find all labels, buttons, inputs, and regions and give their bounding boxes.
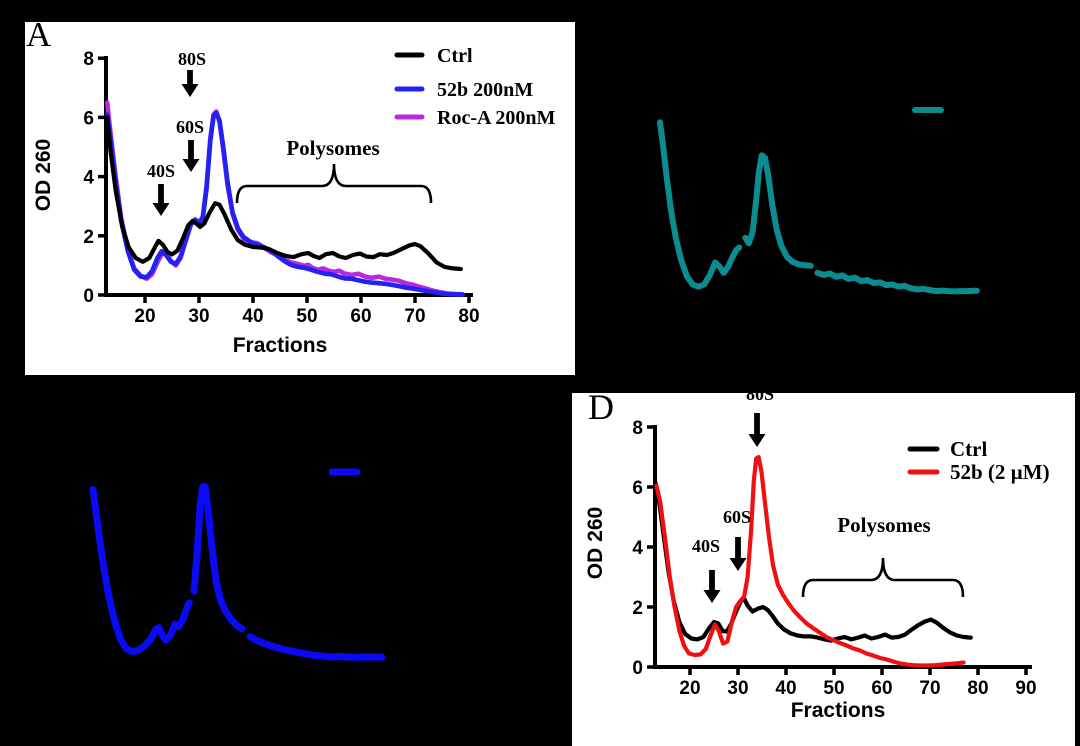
down-arrow-icon (152, 184, 170, 216)
series-line (652, 478, 973, 643)
down-arrow-icon (182, 140, 200, 172)
series-line (654, 454, 966, 668)
panel-C-plot (89, 468, 386, 661)
x-tick-label: 40 (775, 678, 796, 699)
series-line (657, 119, 743, 290)
panel-d-letter: D (588, 393, 614, 427)
x-tick-label: 70 (919, 678, 940, 699)
down-arrow-icon (748, 413, 766, 447)
down-arrow-icon (703, 570, 721, 603)
legend-label: 52b (2 µM) (950, 460, 1050, 484)
x-tick-label: 20 (134, 306, 155, 327)
series-line (246, 633, 386, 661)
x-tick-label: 80 (458, 306, 479, 327)
x-tick-label: 60 (871, 678, 892, 699)
legend-label: Roc-A 200nM (437, 107, 555, 129)
series-line (105, 115, 463, 272)
panel-d: D 0 2 4 6 8 20 30 40 50 60 70 80 90 Fractions OD 260 80… (572, 393, 1075, 746)
x-tick-label: 30 (727, 678, 748, 699)
down-arrow-icon (729, 537, 747, 571)
y-axis-label: OD 260 (32, 139, 55, 211)
annotation-40s: 40S (147, 161, 175, 181)
x-tick-label: 50 (296, 306, 317, 327)
y-tick-label: 6 (632, 478, 643, 499)
annotation-polysomes: Polysomes (286, 136, 379, 160)
x-axis-label: Fractions (233, 334, 328, 357)
x-tick-label: 90 (1015, 678, 1036, 699)
x-tick-label: 70 (404, 306, 425, 327)
x-axis-label: Fractions (791, 699, 886, 722)
annotation-60s: 60S (723, 507, 751, 527)
series-line (742, 152, 814, 269)
annotation-80s: 80S (178, 49, 206, 69)
y-tick-label: 0 (83, 286, 94, 307)
series-line (190, 483, 246, 633)
panel-a-letter: A (26, 22, 52, 54)
y-tick-label: 2 (632, 598, 643, 619)
polysomes-brace (235, 163, 433, 204)
series-line (104, 110, 465, 297)
panel-c (0, 380, 580, 746)
x-tick-label: 30 (188, 306, 209, 327)
x-tick-label: 80 (967, 678, 988, 699)
series-line (89, 486, 193, 656)
x-tick-label: 40 (242, 306, 263, 327)
y-tick-label: 4 (632, 538, 643, 559)
down-arrow-icon (181, 70, 199, 97)
annotation-60s: 60S (176, 117, 204, 137)
y-tick-label: 8 (83, 49, 94, 70)
legend-label: Ctrl (437, 45, 473, 67)
x-tick-label: 20 (679, 678, 700, 699)
panel-a: A 0 2 4 6 8 20 30 40 50 60 70 80 Fractions OD 260 80S 6… (25, 22, 575, 375)
annotation-polysomes: Polysomes (837, 513, 930, 537)
y-tick-label: 0 (632, 658, 643, 679)
y-tick-label: 4 (83, 168, 94, 189)
panel-D-plot: 0 2 4 6 8 20 30 40 50 60 70 80 90 Fractions OD 260 80S 6… (584, 393, 1050, 722)
y-tick-label: 8 (632, 418, 643, 439)
series-line (814, 269, 980, 295)
y-tick-label: 6 (83, 108, 94, 129)
y-tick-label: 2 (83, 227, 94, 248)
x-tick-label: 60 (350, 306, 371, 327)
legend-label: Ctrl (950, 437, 987, 461)
panel-A-plot: 0 2 4 6 8 20 30 40 50 60 70 80 Fractions OD 260 80S 60S… (32, 45, 555, 357)
annotation-40s: 40S (692, 536, 720, 556)
annotation-80s: 80S (746, 393, 774, 404)
legend-label: 52b 200nM (437, 79, 533, 101)
panel-b (578, 0, 1080, 393)
panel-B-plot (657, 107, 980, 295)
polysomes-brace (801, 557, 965, 598)
x-tick-label: 50 (823, 678, 844, 699)
y-axis-label: OD 260 (584, 507, 607, 579)
